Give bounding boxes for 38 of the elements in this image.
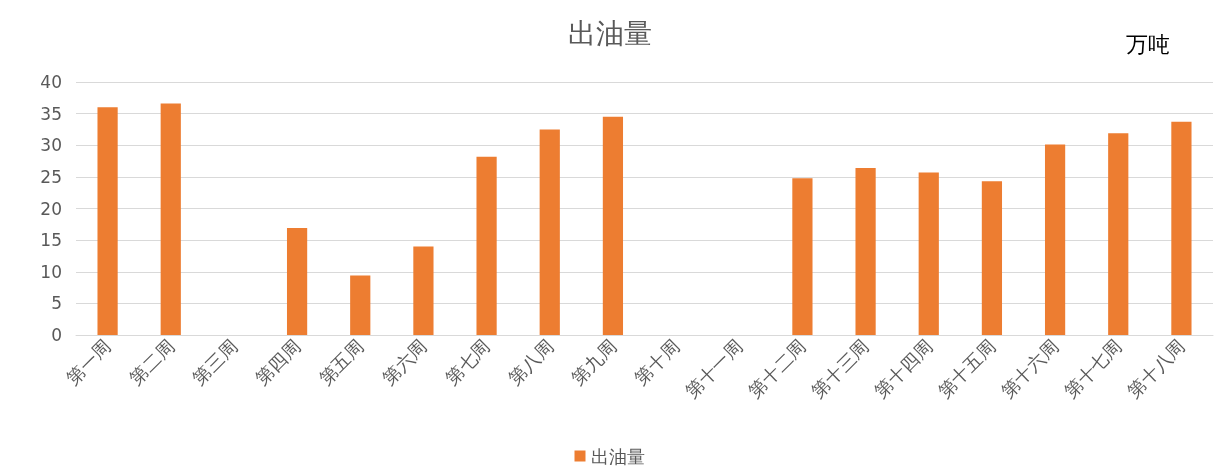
y-tick-label: 25 [40, 166, 62, 187]
y-tick-label: 40 [40, 72, 62, 92]
bar [602, 116, 624, 335]
bar [1108, 133, 1129, 335]
y-tick-label: 30 [40, 135, 62, 156]
bar [413, 246, 434, 335]
text: 万吨 [1126, 31, 1170, 57]
x-tick-label: 第七周 [440, 335, 495, 389]
x-tick-label: 第八周 [504, 335, 558, 389]
x-tick-label: 第五周 [314, 335, 368, 389]
bar [350, 275, 371, 335]
y-tick-label: 5 [51, 293, 62, 314]
y-tick-label: 35 [40, 103, 62, 124]
bar [476, 156, 497, 335]
bar [792, 178, 813, 335]
y-tick-label: 20 [40, 198, 62, 219]
bar [855, 168, 876, 335]
x-tick-label: 第三周 [188, 335, 242, 389]
x-tick-label: 第一周 [61, 335, 116, 389]
chart-title: 出油量 [567, 16, 652, 50]
bar [160, 103, 181, 335]
y-tick-label: 10 [40, 261, 62, 282]
bar [918, 172, 939, 335]
bar [1171, 121, 1192, 335]
x-tick-label: 第二周 [125, 335, 179, 389]
x-tick-label: 第六周 [377, 335, 431, 389]
x-tick-label: 第四周 [251, 335, 305, 389]
bar [539, 129, 560, 335]
bar [286, 228, 308, 335]
y-tick-label: 15 [40, 230, 62, 251]
bar [981, 181, 1003, 335]
bar [97, 107, 118, 335]
x-tick-label: 第十二周 [744, 335, 810, 402]
x-tick-label: 第十八周 [1123, 335, 1189, 402]
y-tick-label: 0 [51, 325, 62, 345]
legend-label: 出油量 [590, 445, 645, 467]
bar [1044, 144, 1066, 335]
x-tick-label: 第九周 [567, 335, 621, 389]
